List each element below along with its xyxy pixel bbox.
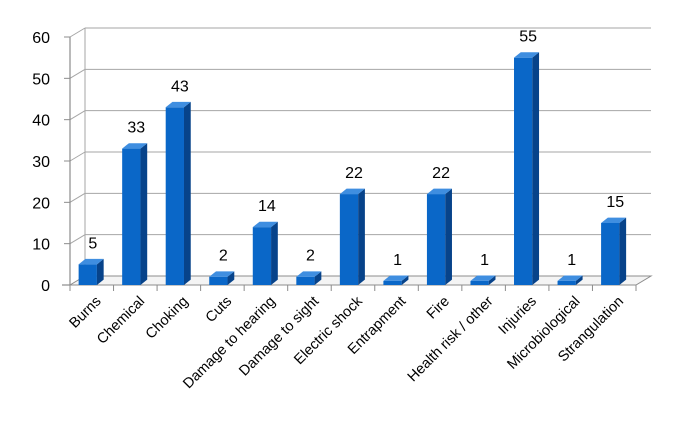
bar <box>252 221 278 285</box>
gridline-side-10 <box>69 234 86 245</box>
bar-front <box>557 280 576 285</box>
x-category-label: Chemical <box>94 294 148 348</box>
data-label: 33 <box>127 120 145 137</box>
x-category-label: Choking <box>143 294 192 343</box>
bar-front <box>470 280 489 285</box>
bar-top <box>339 188 365 195</box>
bar-top <box>165 101 191 108</box>
bar-side <box>401 275 409 285</box>
y-tick-label: 0 <box>41 278 50 295</box>
bar-front <box>78 264 97 285</box>
bar-side <box>183 101 191 285</box>
data-label: 22 <box>432 165 450 182</box>
bar-side <box>575 275 583 285</box>
bar-front <box>601 223 620 285</box>
bar-side <box>358 188 365 285</box>
data-label: 5 <box>88 235 97 252</box>
y-tick-label: 60 <box>32 30 50 47</box>
bar <box>470 275 496 285</box>
bar <box>383 275 409 285</box>
gridline-side-60 <box>69 27 86 38</box>
bar-top <box>252 221 278 228</box>
bar-top <box>426 188 452 195</box>
bar-top <box>470 275 496 281</box>
data-label: 1 <box>393 252 402 269</box>
bar <box>601 217 627 285</box>
y-tick-label: 40 <box>32 113 50 130</box>
bar-side <box>227 271 235 285</box>
bar-side <box>488 275 496 285</box>
bar-top <box>557 275 583 281</box>
bar <box>557 275 583 285</box>
bar-side <box>619 217 627 285</box>
bar <box>78 258 104 285</box>
bar <box>514 52 540 286</box>
bar-side <box>96 258 104 285</box>
bar-side <box>532 52 540 286</box>
data-label: 55 <box>519 29 537 46</box>
bar-front <box>426 194 446 285</box>
data-label: 14 <box>258 198 276 215</box>
data-label: 1 <box>567 252 576 269</box>
data-label: 15 <box>606 194 624 211</box>
gridline-side-20 <box>69 192 86 203</box>
bar-top <box>78 258 104 265</box>
bars <box>78 52 627 286</box>
bar-front <box>296 276 315 285</box>
gridline-side-40 <box>69 110 86 121</box>
data-label: 43 <box>171 78 189 95</box>
data-label: 22 <box>345 165 363 182</box>
bar-top <box>514 52 540 58</box>
y-tick-label: 50 <box>32 71 50 88</box>
gridline-side-50 <box>69 68 86 79</box>
y-axis-tick-labels: 0 10 20 30 40 50 60 <box>32 30 50 295</box>
bar-top <box>209 271 235 277</box>
y-tick-label: 20 <box>32 195 50 212</box>
bar-front <box>209 276 228 285</box>
bar-front <box>165 107 184 286</box>
bar-top <box>601 217 627 223</box>
bar-top <box>122 143 148 149</box>
bar-front <box>383 280 402 285</box>
data-label: 2 <box>306 248 315 265</box>
bar-side <box>445 188 452 285</box>
bar <box>426 188 452 285</box>
bar-top <box>296 271 322 277</box>
bar <box>339 188 365 285</box>
gridline-side-30 <box>69 151 86 162</box>
bar <box>165 101 191 286</box>
x-category-label: Damage to sight <box>236 294 322 380</box>
bar-front <box>252 227 272 285</box>
data-label: 1 <box>480 252 489 269</box>
bar <box>122 143 148 285</box>
y-tick-label: 10 <box>32 237 50 254</box>
x-category-label: Fire <box>424 294 453 323</box>
bar <box>296 271 322 285</box>
bar-front <box>339 194 359 285</box>
x-category-label: Burns <box>66 294 104 332</box>
bar <box>209 271 235 285</box>
bar-side <box>314 271 322 285</box>
bar-front <box>122 148 141 285</box>
bar-front <box>514 57 533 285</box>
y-tick-label: 30 <box>32 154 50 171</box>
bar-side <box>271 221 278 285</box>
data-label: 2 <box>219 248 228 265</box>
bar-top <box>383 275 409 281</box>
x-category-label: Health risk / other <box>405 293 497 385</box>
x-category-label: Cuts <box>203 294 235 326</box>
bar-side <box>140 143 148 285</box>
